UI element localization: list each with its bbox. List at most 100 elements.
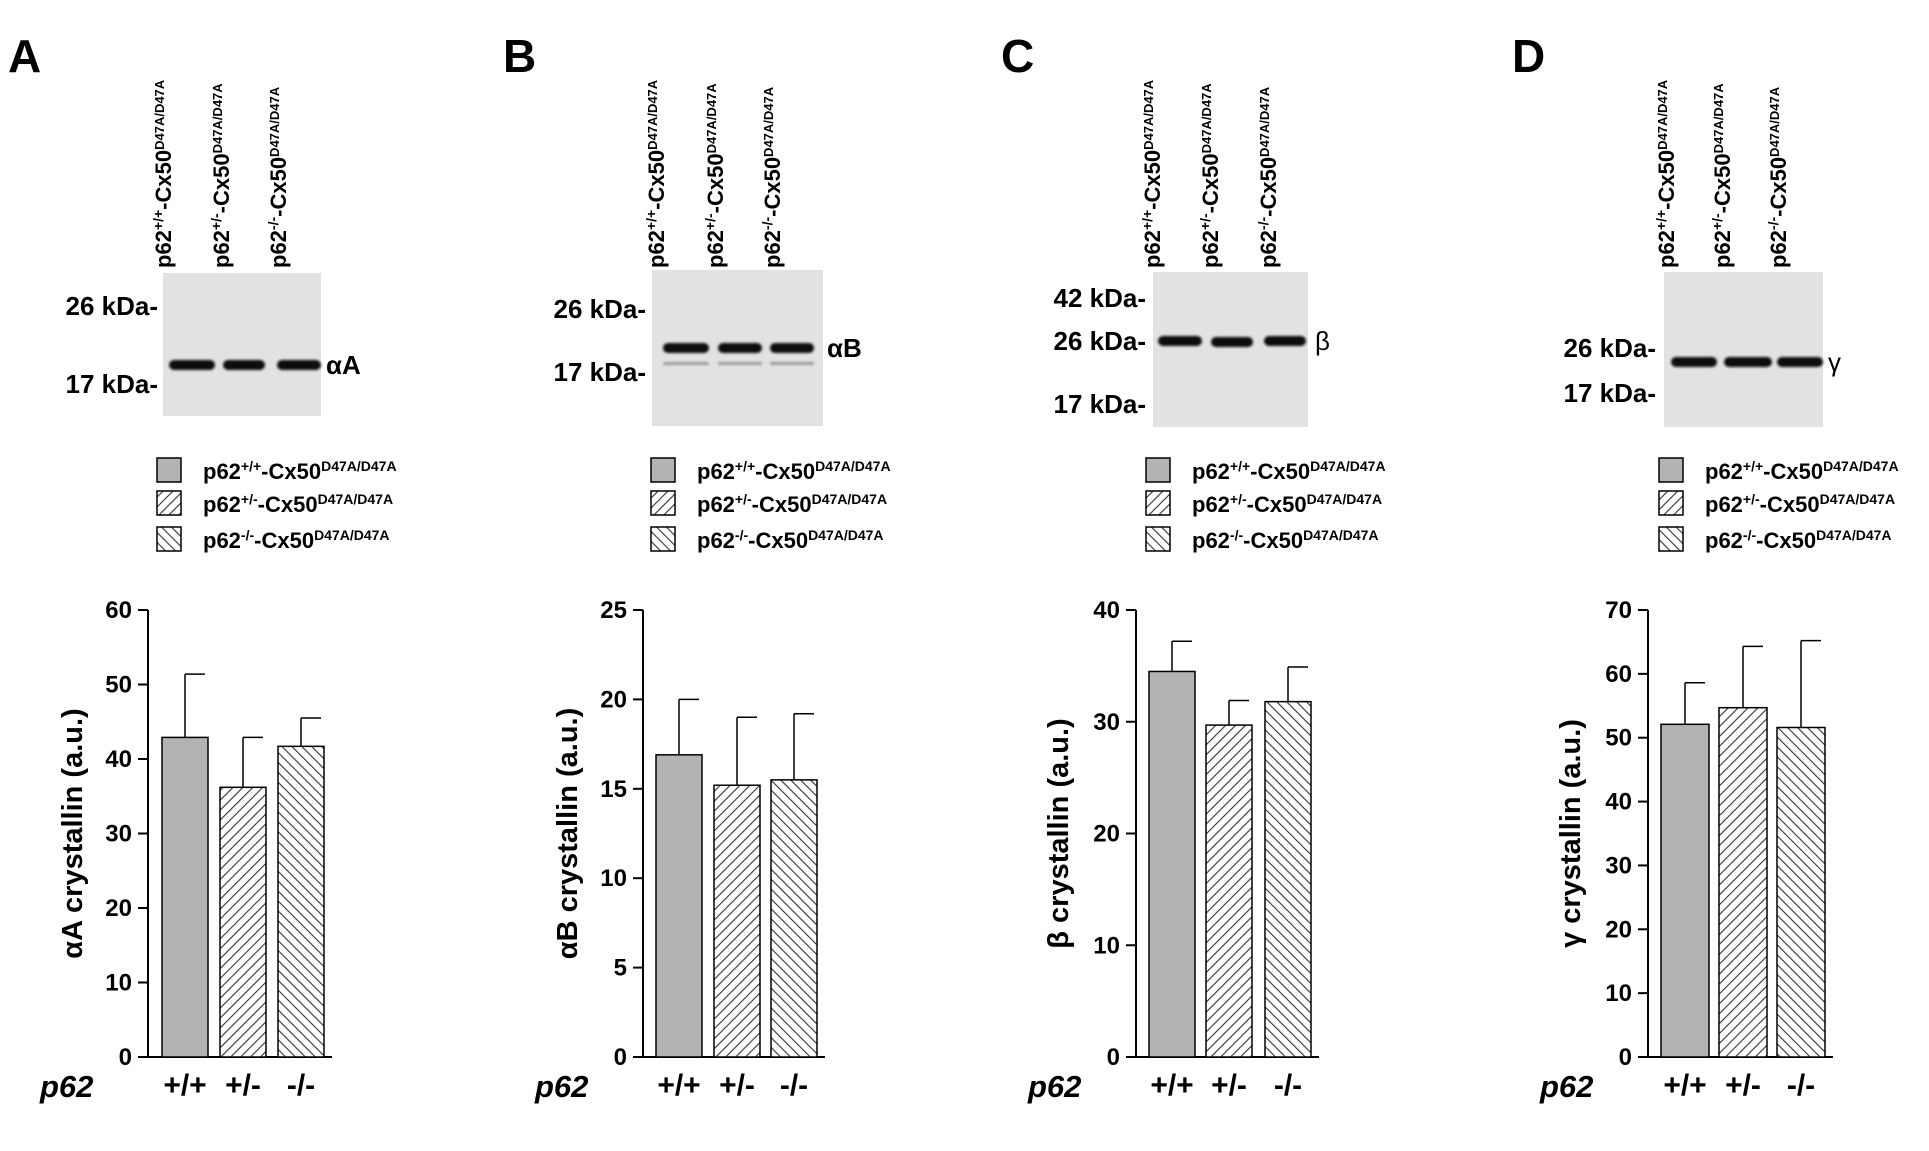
blot-band: [1264, 336, 1306, 346]
legend-genotype: +/+: [735, 458, 755, 474]
legend-entry: p62+/--Cx50D47A/D47A: [1705, 491, 1895, 517]
blot-band-faint: [718, 362, 762, 365]
y-tick-label: 10: [1605, 980, 1632, 1007]
lane-label-gene: -Cx50: [209, 153, 234, 213]
x-category-label: -/-: [1787, 1069, 1815, 1102]
lane-label: p62+/+-Cx50D47A/D47A: [1653, 79, 1679, 268]
y-tick-label: 10: [1093, 932, 1120, 959]
y-tick-label: 5: [614, 955, 627, 982]
y-axis-label: γ crystallin (a.u.): [1555, 719, 1587, 948]
legend-entry: p62+/--Cx50D47A/D47A: [203, 491, 393, 517]
lane-label: p62-/--Cx50D47A/D47A: [265, 86, 291, 268]
blot-band: [223, 360, 265, 370]
lane-label-prefix: p62: [266, 230, 291, 268]
lane-label-allele: D47A/D47A: [1767, 86, 1782, 157]
bar: [1718, 706, 1768, 1058]
legend-gene: -Cx50: [1250, 459, 1310, 484]
lane-label-genotype: +/+: [643, 210, 659, 230]
legend-gene: -Cx50: [1756, 528, 1816, 553]
lane-label-allele: D47A/D47A: [152, 79, 167, 150]
lane-label-prefix: p62: [1654, 230, 1679, 268]
blot-band: [718, 343, 762, 353]
lane-label-gene: -Cx50: [1710, 153, 1735, 213]
y-tick-label: 0: [1619, 1044, 1632, 1071]
y-tick-label: 20: [105, 895, 132, 922]
legend-allele: D47A/D47A: [1820, 491, 1895, 507]
legend-prefix: p62: [1705, 492, 1743, 517]
kda-marker: 26 kDa-: [554, 294, 647, 324]
panel-a: Ap62+/+-Cx50D47A/D47Ap62+/--Cx50D47A/D47…: [8, 30, 397, 1104]
y-tick-label: 20: [1093, 821, 1120, 848]
lane-label-gene: -Cx50: [1654, 150, 1679, 210]
lane-label-allele: D47A/D47A: [1199, 83, 1214, 154]
blot-image: [1153, 272, 1308, 427]
x-category-label: +/+: [1663, 1069, 1706, 1102]
legend-swatch: [1145, 490, 1171, 516]
kda-marker: 26 kDa-: [66, 291, 159, 321]
x-category-label: +/-: [1211, 1069, 1247, 1102]
y-tick-label: 60: [1605, 661, 1632, 688]
legend-entry: p62+/--Cx50D47A/D47A: [1192, 491, 1382, 517]
bar: [1264, 700, 1312, 1058]
bar: [1660, 723, 1710, 1058]
lane-label-genotype: -/-: [1765, 217, 1781, 231]
kda-marker: 26 kDa-: [1564, 333, 1657, 363]
lane-label: p62+/--Cx50D47A/D47A: [1197, 83, 1223, 268]
x-category-label: +/-: [719, 1069, 755, 1102]
legend-entry: p62-/--Cx50D47A/D47A: [1705, 527, 1892, 553]
blot-band: [1671, 357, 1717, 367]
lane-label-prefix: p62: [1710, 230, 1735, 268]
legend-genotype: +/+: [241, 458, 261, 474]
legend-genotype: -/-: [1230, 527, 1244, 543]
lane-label-allele: D47A/D47A: [267, 86, 282, 157]
lane-label-gene: -Cx50: [1256, 157, 1281, 217]
y-tick-label: 20: [600, 686, 627, 713]
lane-label-prefix: p62: [1256, 230, 1281, 268]
lane-label-genotype: +/-: [702, 213, 718, 230]
x-category-label: -/-: [780, 1069, 808, 1102]
legend-prefix: p62: [203, 459, 241, 484]
legend-gene: -Cx50: [254, 528, 314, 553]
lane-label-prefix: p62: [1140, 230, 1165, 268]
legend-gene: -Cx50: [261, 459, 321, 484]
band-label: αA: [326, 350, 361, 380]
lane-label-allele: D47A/D47A: [704, 83, 719, 154]
legend-genotype: +/+: [1743, 458, 1763, 474]
x-axis-prefix: p62: [1027, 1069, 1081, 1104]
x-category-label: +/+: [657, 1069, 700, 1102]
bar: [713, 784, 761, 1058]
blot-band: [1158, 336, 1202, 346]
y-tick-label: 30: [105, 821, 132, 848]
legend-entry: p62+/+-Cx50D47A/D47A: [697, 458, 891, 484]
legend-gene: -Cx50: [755, 459, 815, 484]
legend-entry: p62+/--Cx50D47A/D47A: [697, 491, 887, 517]
lane-label-gene: -Cx50: [644, 150, 669, 210]
lane-label-genotype: +/-: [1197, 213, 1213, 230]
legend-entry: p62+/+-Cx50D47A/D47A: [203, 458, 397, 484]
y-tick-label: 70: [1605, 597, 1632, 624]
panel-d: Dp62+/+-Cx50D47A/D47Ap62+/--Cx50D47A/D47…: [1512, 30, 1899, 1104]
legend-gene: -Cx50: [258, 492, 318, 517]
legend-allele: D47A/D47A: [1303, 527, 1378, 543]
legend-entry: p62+/+-Cx50D47A/D47A: [1192, 458, 1386, 484]
y-tick-label: 50: [105, 672, 132, 699]
x-axis-prefix: p62: [1539, 1069, 1593, 1104]
bar: [770, 779, 818, 1058]
lane-label-genotype: -/-: [1255, 217, 1271, 231]
blot-band: [1777, 357, 1823, 367]
x-category-label: +/+: [1150, 1069, 1193, 1102]
lane-label-gene: -Cx50: [703, 153, 728, 213]
lane-label: p62+/--Cx50D47A/D47A: [702, 83, 728, 268]
lane-label-gene: -Cx50: [1198, 153, 1223, 213]
x-category-label: -/-: [1274, 1069, 1302, 1102]
bar: [161, 736, 209, 1058]
blot-band: [169, 360, 215, 370]
y-tick-label: 10: [105, 970, 132, 997]
y-tick-label: 30: [1093, 709, 1120, 736]
x-category-label: -/-: [287, 1069, 315, 1102]
legend-prefix: p62: [697, 528, 735, 553]
band-label: β: [1315, 326, 1330, 356]
legend-swatch: [650, 490, 676, 516]
